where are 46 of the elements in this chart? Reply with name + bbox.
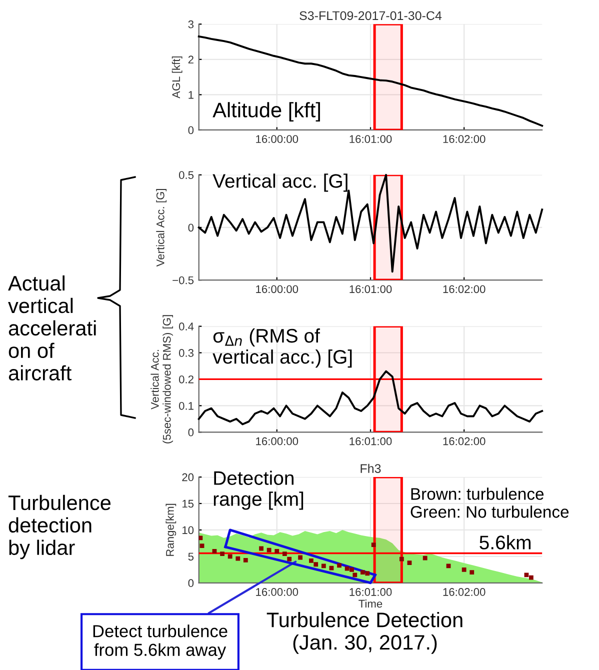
y-tick-label: 5 [188, 552, 194, 561]
chart-title: Fh3 [360, 464, 381, 473]
text: Turbulence Detection (Jan. 30, 2017.) [266, 612, 462, 654]
x-tick-label: 16:00:00 [256, 135, 298, 144]
y-tick-label: 3 [188, 20, 194, 28]
x-tick-label: 16:00:00 [256, 285, 298, 294]
y-tick-label: 0 [188, 579, 194, 588]
x-tick-label: 16:01:00 [350, 437, 392, 446]
annotation: Altitude [kft] [212, 102, 320, 122]
y-tick-label: 0.2 [178, 375, 194, 384]
y-tick-label: 1 [188, 91, 194, 99]
annotation: σ$_{Δn}$ (RMS of vertical acc.) [G] [212, 328, 352, 368]
y-tick-label: 0 [188, 224, 194, 232]
y-tick-label: 15 [182, 500, 194, 508]
x-tick-label: 16:02:00 [443, 588, 486, 596]
y-tick-label: 0 [188, 126, 194, 134]
y-axis-title: AGL [kft] [172, 56, 182, 98]
x-axis-title: Time [358, 600, 382, 608]
y-tick-label: 0.4 [178, 322, 194, 330]
chart-title: S3-FLT09-2017-01-30-C4 [300, 11, 442, 20]
x-tick-label: 16:01:00 [350, 588, 392, 596]
y-tick-label: 20 [182, 473, 194, 482]
annotation: Detect turbulence from 5.6km away [93, 624, 228, 660]
y-tick-label: 0.1 [178, 402, 194, 410]
x-tick-label: 16:00:00 [256, 588, 298, 596]
x-tick-label: 16:02:00 [443, 285, 486, 294]
annotation: Brown: turbulence Green: No turbulence [410, 488, 569, 518]
y-tick-label: −0.5 [172, 276, 194, 284]
x-tick-label: 16:02:00 [443, 437, 486, 446]
annotation: Detection range [km] [214, 470, 304, 510]
y-axis-title: Vertical Acc. (5sec-windowed RMS) [G] [150, 315, 174, 444]
y-tick-label: 0 [188, 428, 194, 436]
annotation: Vertical acc. [G] [212, 174, 348, 192]
x-tick-label: 16:01:00 [350, 135, 392, 144]
y-tick-label: 0.3 [178, 349, 194, 357]
y-axis-title: Range[km] [166, 504, 176, 556]
text: Turbulence detection by lidar [8, 494, 111, 560]
y-tick-label: 10 [182, 526, 194, 534]
ref-line-label: 5.6km [480, 535, 531, 550]
text: Actual vertical accelerati on of aircraft [8, 275, 96, 380]
x-tick-label: 16:01:00 [350, 285, 392, 294]
x-tick-label: 16:02:00 [443, 135, 486, 144]
y-tick-label: 2 [188, 56, 194, 64]
y-axis-title: Vertical Acc. [G] [156, 189, 167, 267]
y-tick-label: 0.5 [178, 171, 194, 180]
x-tick-label: 16:00:00 [256, 437, 298, 446]
